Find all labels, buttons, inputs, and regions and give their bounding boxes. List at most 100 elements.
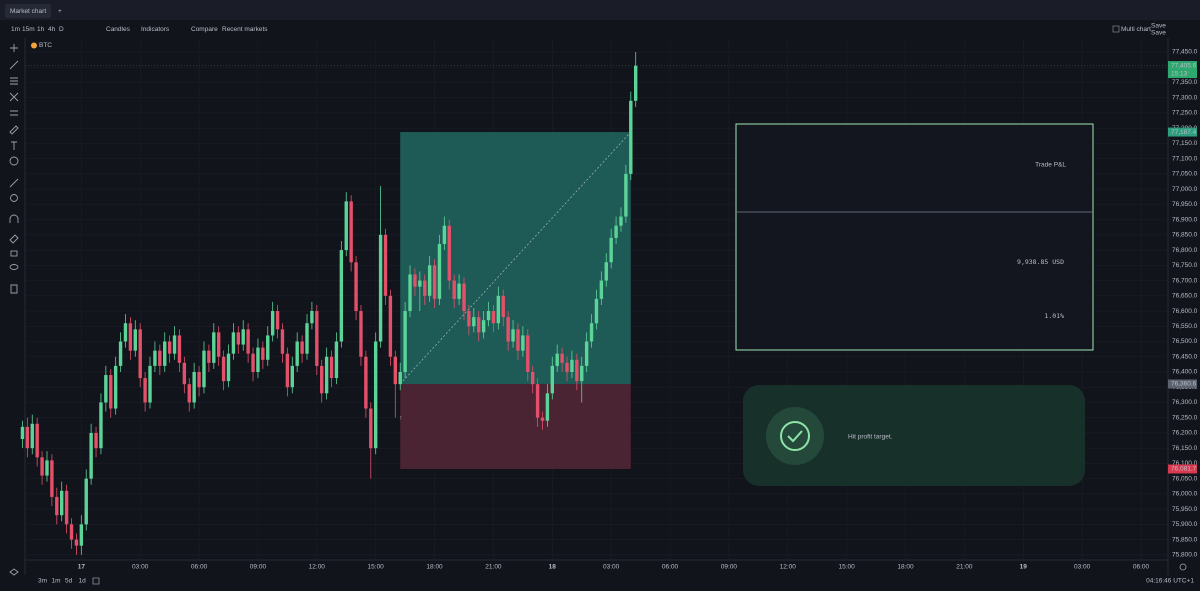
candle-body bbox=[398, 371, 402, 385]
zoom-tool[interactable] bbox=[10, 194, 18, 202]
candle-body bbox=[128, 323, 133, 351]
compare[interactable]: Compare bbox=[191, 26, 218, 33]
range[interactable]: 1d bbox=[79, 578, 87, 585]
y-tick-label: 76,800.0 bbox=[1172, 247, 1198, 254]
line-tool[interactable] bbox=[9, 60, 19, 70]
new-tab[interactable]: + bbox=[58, 8, 62, 15]
multi-chart[interactable]: Multi chart bbox=[1121, 26, 1151, 33]
indicators[interactable]: Indicators bbox=[141, 26, 170, 33]
candle-body bbox=[467, 311, 471, 327]
hide-tool[interactable] bbox=[9, 264, 19, 270]
y-tick-label: 77,450.0 bbox=[1172, 49, 1198, 56]
range[interactable]: 3m bbox=[38, 578, 47, 585]
x-tick-label: 18 bbox=[549, 564, 557, 571]
candle-body bbox=[99, 402, 103, 449]
y-tick-label: 76,300.0 bbox=[1172, 399, 1198, 406]
save[interactable]: Save bbox=[1151, 23, 1166, 30]
candle-body bbox=[472, 317, 476, 327]
x-tick-label: 06:00 bbox=[191, 564, 208, 571]
entry-arrow: ↑ bbox=[399, 415, 402, 422]
candle-body bbox=[295, 341, 299, 366]
y-tick-label: 75,850.0 bbox=[1172, 536, 1198, 543]
settings[interactable] bbox=[1179, 563, 1187, 571]
candle-body bbox=[423, 280, 427, 296]
tab-title: Market chart bbox=[10, 8, 46, 15]
text-tool[interactable] bbox=[11, 141, 17, 150]
check-mark bbox=[787, 430, 803, 443]
interval[interactable]: 15m bbox=[22, 26, 35, 33]
candle-body bbox=[79, 524, 84, 546]
candle-body bbox=[329, 356, 334, 379]
candle-body bbox=[320, 365, 324, 394]
candle-body bbox=[25, 426, 30, 449]
recent-markets[interactable]: Recent markets bbox=[222, 26, 268, 33]
candle-body bbox=[40, 457, 44, 476]
candle-body bbox=[565, 362, 569, 372]
range[interactable]: 1m bbox=[52, 578, 61, 585]
lock-tool[interactable] bbox=[10, 250, 18, 257]
pnl-amount: 9,938.85 USD bbox=[1017, 258, 1064, 266]
candle-body bbox=[560, 353, 564, 363]
candle-body bbox=[570, 359, 574, 372]
calendar[interactable] bbox=[92, 577, 100, 585]
y-tick-label: 75,900.0 bbox=[1172, 521, 1198, 528]
candle-body bbox=[133, 329, 137, 351]
tab[interactable] bbox=[5, 4, 51, 18]
y-tick-label: 76,700.0 bbox=[1172, 277, 1198, 284]
candle-body bbox=[634, 65, 638, 101]
x-tick-label: 15:00 bbox=[368, 564, 385, 571]
symbol-icon bbox=[31, 42, 37, 49]
x-tick-label: 03:00 bbox=[1074, 564, 1091, 571]
y-tick-label: 76,000.0 bbox=[1172, 491, 1198, 498]
candle-body bbox=[251, 353, 255, 372]
x-tick-label: 18:00 bbox=[897, 564, 914, 571]
candle-body bbox=[496, 295, 501, 324]
candle-body bbox=[226, 353, 231, 382]
layers[interactable] bbox=[9, 568, 19, 576]
candle-body bbox=[216, 332, 221, 357]
drawing-tools bbox=[9, 44, 19, 576]
candle-body bbox=[177, 335, 182, 363]
candle-body bbox=[530, 371, 535, 385]
candle-body bbox=[324, 356, 329, 394]
crosshair-tool[interactable] bbox=[10, 44, 18, 52]
measure-tool[interactable] bbox=[9, 178, 19, 188]
interval[interactable]: 1h bbox=[37, 26, 45, 33]
candle-body bbox=[481, 320, 486, 333]
magnet-tool[interactable] bbox=[9, 214, 19, 223]
chart-style[interactable]: Candles bbox=[106, 26, 131, 33]
interval[interactable]: D bbox=[59, 26, 64, 33]
candle-body bbox=[305, 323, 309, 354]
candle-body bbox=[89, 432, 93, 479]
candle-body bbox=[344, 201, 348, 251]
candle-body bbox=[310, 311, 314, 324]
y-tick-label: 76,150.0 bbox=[1172, 445, 1198, 452]
fib-tool[interactable] bbox=[10, 77, 18, 85]
range[interactable]: 5d bbox=[65, 578, 73, 585]
y-tick-label: 77,150.0 bbox=[1172, 140, 1198, 147]
symbol[interactable]: BTC bbox=[39, 42, 52, 49]
position-tool[interactable] bbox=[10, 110, 18, 116]
candle-body bbox=[373, 341, 378, 449]
pattern-tool[interactable] bbox=[9, 92, 19, 102]
candle-body bbox=[74, 539, 79, 546]
toast-icon bbox=[780, 421, 810, 451]
candle-body bbox=[285, 353, 290, 388]
candle-body bbox=[60, 490, 64, 516]
save-as[interactable]: Save bbox=[1151, 30, 1166, 37]
candle-body bbox=[442, 225, 447, 244]
emoji-tool[interactable] bbox=[9, 156, 19, 166]
pnl-title: Trade P&L bbox=[1035, 162, 1066, 169]
brush-tool[interactable] bbox=[9, 125, 19, 135]
candle-body bbox=[113, 365, 118, 409]
checkbox[interactable] bbox=[1112, 25, 1120, 33]
pencil-tool[interactable] bbox=[9, 234, 19, 244]
price-tag-label: 77,405.6 bbox=[1171, 62, 1197, 69]
interval[interactable]: 4h bbox=[48, 26, 56, 33]
interval[interactable]: 1m bbox=[11, 26, 20, 33]
y-tick-label: 77,250.0 bbox=[1172, 110, 1198, 117]
candle-body bbox=[501, 295, 505, 318]
candle-body bbox=[427, 265, 432, 296]
y-tick-label: 76,900.0 bbox=[1172, 216, 1198, 223]
delete-tool[interactable] bbox=[10, 284, 18, 294]
